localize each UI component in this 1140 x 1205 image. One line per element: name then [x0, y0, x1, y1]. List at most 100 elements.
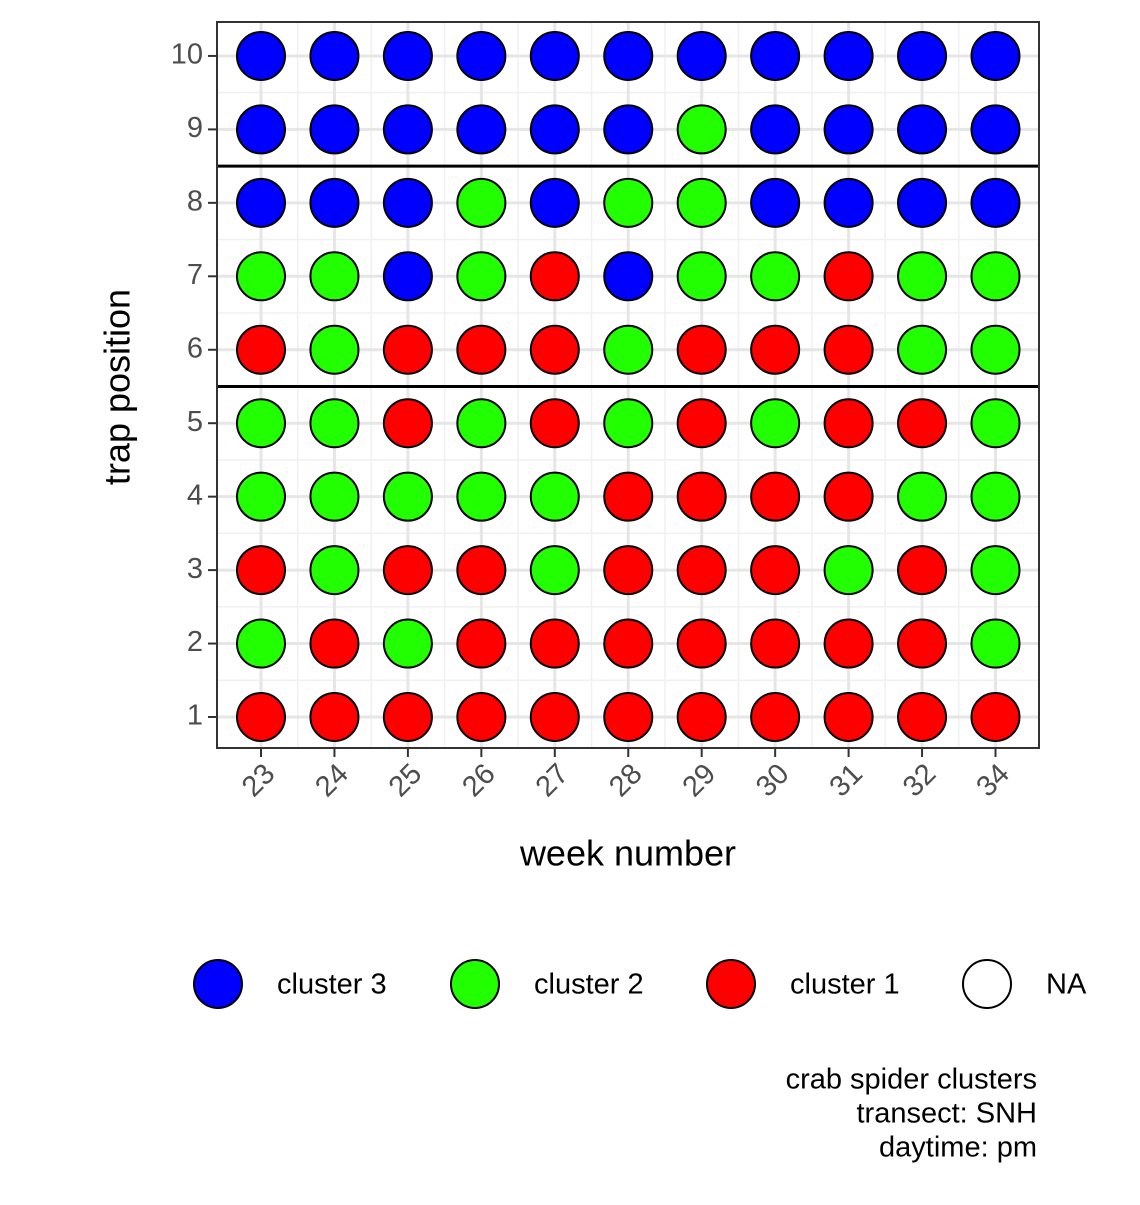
- dot: [456, 324, 507, 375]
- dot: [897, 177, 948, 228]
- dot: [603, 251, 654, 302]
- dot: [676, 618, 727, 669]
- dot: [529, 618, 580, 669]
- legend-label: cluster 2: [534, 969, 644, 1001]
- dot: [309, 398, 360, 449]
- y-tick-label: 5: [187, 406, 203, 438]
- dot: [897, 104, 948, 155]
- dot: [897, 324, 948, 375]
- dot: [236, 471, 286, 522]
- dot: [897, 692, 948, 742]
- dot: [970, 251, 1021, 302]
- dot: [529, 251, 580, 302]
- dot: [750, 251, 801, 302]
- dot: [236, 104, 286, 155]
- y-tick-label: 4: [187, 479, 203, 511]
- y-tick-label: 9: [187, 112, 203, 144]
- dot: [750, 30, 801, 81]
- dot: [456, 177, 507, 228]
- dot: [750, 104, 801, 155]
- dot: [823, 471, 874, 522]
- legend-swatch: [450, 959, 500, 1009]
- dot: [897, 471, 948, 522]
- dot: [897, 398, 948, 449]
- dot: [676, 545, 727, 596]
- x-axis-title: week number: [519, 833, 736, 874]
- dot: [823, 177, 874, 228]
- dot: [529, 177, 580, 228]
- legend-swatch: [193, 959, 243, 1009]
- dot: [309, 618, 360, 669]
- dot: [823, 251, 874, 302]
- dot: [970, 177, 1021, 228]
- dot: [309, 177, 360, 228]
- dot: [382, 30, 433, 81]
- y-tick-label: 7: [187, 259, 203, 291]
- dot: [676, 692, 727, 742]
- dot: [382, 177, 433, 228]
- dot: [309, 545, 360, 596]
- dot: [676, 104, 727, 155]
- legend-label: cluster 3: [277, 969, 387, 1001]
- dot: [603, 324, 654, 375]
- dot: [970, 30, 1021, 81]
- dot: [603, 398, 654, 449]
- dot: [456, 30, 507, 81]
- y-tick-label: 8: [187, 186, 203, 218]
- dot: [750, 618, 801, 669]
- dot: [897, 251, 948, 302]
- y-tick-label: 1: [187, 700, 203, 732]
- dot: [823, 618, 874, 669]
- dot: [603, 177, 654, 228]
- dot: [750, 324, 801, 375]
- y-tick-label: 2: [187, 626, 203, 658]
- dot: [823, 104, 874, 155]
- dot: [603, 104, 654, 155]
- dot: [309, 104, 360, 155]
- y-axis-title: trap position: [97, 289, 138, 485]
- dot: [309, 251, 360, 302]
- y-tick-label: 3: [187, 553, 203, 585]
- dot: [309, 692, 360, 742]
- y-tick-label: 10: [171, 39, 203, 71]
- dot: [236, 324, 286, 375]
- dot: [236, 177, 286, 228]
- dot: [456, 104, 507, 155]
- dot: [823, 324, 874, 375]
- dot: [897, 30, 948, 81]
- dot: [456, 545, 507, 596]
- dot: [897, 545, 948, 596]
- dot: [382, 104, 433, 155]
- dot: [970, 618, 1021, 669]
- dot: [676, 30, 727, 81]
- dot: [309, 324, 360, 375]
- dot: [970, 471, 1021, 522]
- dot: [823, 398, 874, 449]
- dot: [750, 471, 801, 522]
- dot: [236, 618, 286, 669]
- dot: [603, 30, 654, 81]
- dot: [970, 104, 1021, 155]
- caption: transect: SNH: [857, 1098, 1038, 1130]
- dot: [970, 545, 1021, 596]
- caption: daytime: pm: [879, 1132, 1037, 1164]
- dot: [603, 692, 654, 742]
- dot: [529, 398, 580, 449]
- dot: [382, 471, 433, 522]
- dot: [529, 324, 580, 375]
- dot: [676, 251, 727, 302]
- dot: [603, 618, 654, 669]
- dot: [676, 324, 727, 375]
- dot: [529, 545, 580, 596]
- dot: [236, 398, 286, 449]
- legend-label: cluster 1: [790, 969, 900, 1001]
- dot: [456, 471, 507, 522]
- dot: [382, 324, 433, 375]
- dot: [382, 692, 433, 742]
- dot: [456, 618, 507, 669]
- dot: [529, 30, 580, 81]
- dot: [456, 692, 507, 742]
